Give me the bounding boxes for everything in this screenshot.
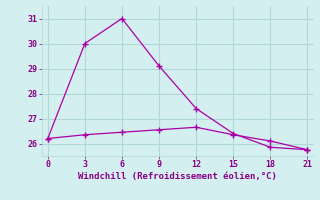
X-axis label: Windchill (Refroidissement éolien,°C): Windchill (Refroidissement éolien,°C) bbox=[78, 172, 277, 181]
